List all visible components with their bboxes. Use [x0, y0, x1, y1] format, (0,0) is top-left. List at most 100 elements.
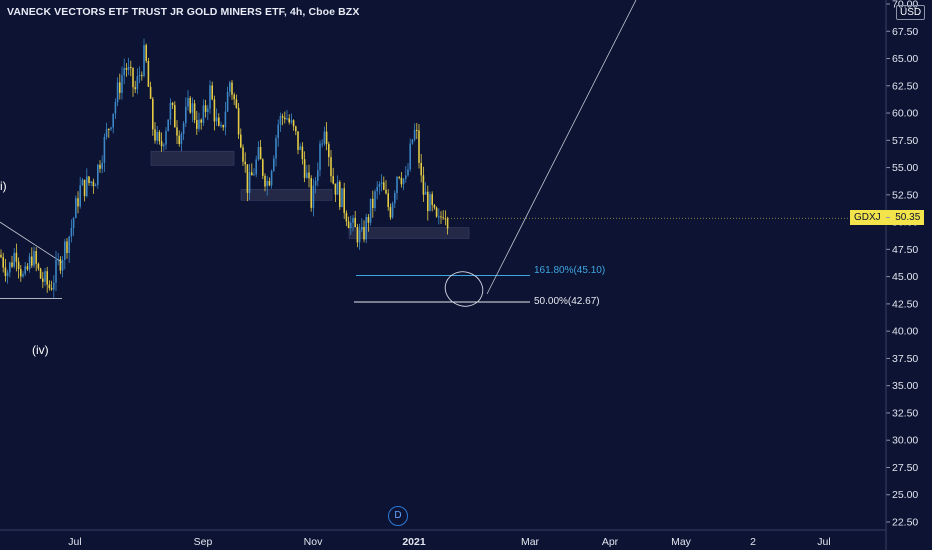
x-tick-label: Jul — [817, 536, 830, 548]
candle-body — [220, 125, 222, 127]
candle-body — [61, 260, 64, 271]
candle-body — [402, 178, 405, 185]
candle-body — [154, 129, 156, 141]
currency-badge[interactable]: USD — [896, 5, 926, 20]
candle-body — [319, 143, 321, 171]
y-tick-label: 30.00 — [892, 435, 918, 447]
candle-body — [372, 198, 374, 209]
candle-body — [6, 272, 9, 276]
candle-body — [422, 175, 425, 195]
candle-body — [149, 86, 152, 99]
candle-body — [310, 178, 312, 208]
candle-body — [257, 146, 260, 160]
candle-body — [165, 131, 167, 145]
candle-body — [332, 176, 334, 184]
candle-body — [343, 188, 345, 213]
candle-body — [75, 198, 77, 219]
candle-body — [277, 124, 279, 139]
candle-body — [207, 108, 209, 112]
y-tick-label: 42.50 — [892, 298, 918, 310]
candle-body — [325, 131, 328, 145]
candle-body — [312, 185, 315, 208]
x-tick-label: 2021 — [402, 536, 426, 548]
candle-body — [53, 282, 55, 290]
candle-body — [297, 131, 299, 150]
candle-body — [367, 217, 370, 223]
candle-body — [365, 217, 367, 240]
candle-body — [288, 118, 290, 123]
x-tick-label: Jul — [68, 536, 81, 548]
candle-body — [189, 97, 191, 113]
candle-body — [24, 266, 26, 274]
candle-body — [442, 217, 444, 219]
candle-body — [409, 143, 411, 170]
candle-body — [163, 144, 165, 147]
candle-body — [334, 183, 337, 195]
candle-body — [28, 256, 31, 270]
candle-body — [431, 194, 433, 205]
candle-body — [116, 82, 119, 103]
candle-body — [440, 216, 442, 218]
candle-body — [290, 120, 293, 123]
candle-body — [251, 172, 253, 176]
candle-body — [301, 146, 304, 160]
candle-body — [119, 82, 121, 93]
candle-body — [413, 129, 416, 140]
price-tick-mark — [886, 217, 890, 218]
candle-body — [303, 159, 306, 178]
fib-upper-label[interactable]: 161.80%(45.10) — [534, 265, 606, 276]
candle-body — [244, 161, 246, 165]
candle-body — [416, 129, 418, 131]
candle-body — [229, 82, 231, 92]
dividend-badge[interactable]: D — [388, 506, 408, 526]
candle-body — [202, 105, 205, 123]
candle-body — [387, 193, 389, 208]
candle-body — [383, 182, 385, 190]
candle-body — [389, 207, 392, 218]
candle-body — [378, 184, 381, 187]
chart-title: VANECK VECTORS ETF TRUST JR GOLD MINERS … — [7, 6, 360, 18]
candle-body — [233, 94, 235, 100]
candle-body — [22, 273, 24, 277]
candle-body — [125, 68, 128, 70]
fib-lower-label[interactable]: 50.00%(42.67) — [534, 296, 600, 307]
y-tick-label: 37.50 — [892, 353, 918, 365]
candle-body — [0, 254, 2, 258]
candle-body — [101, 162, 103, 169]
candle-body — [13, 252, 15, 267]
candle-body — [215, 117, 218, 122]
candle-body — [268, 180, 271, 186]
candle-body — [273, 158, 275, 171]
candle-body — [185, 106, 187, 124]
x-tick-label: Sep — [194, 536, 213, 548]
candle-body — [33, 251, 35, 266]
candle-body — [211, 85, 213, 100]
candle-body — [259, 146, 262, 160]
projection-line — [486, 0, 637, 295]
candle-body — [424, 191, 427, 195]
candle-body — [77, 198, 79, 207]
candle-body — [134, 87, 136, 90]
candle-body — [15, 252, 18, 262]
candle-body — [4, 267, 7, 276]
candle-body — [369, 198, 372, 223]
y-tick-label: 22.50 — [892, 517, 918, 529]
candle-body — [224, 111, 227, 128]
candle-body — [42, 278, 44, 282]
candle-body — [11, 262, 13, 267]
candle-body — [427, 191, 429, 211]
x-tick-label: Nov — [304, 536, 323, 548]
candle-body — [64, 241, 66, 261]
last-price-value: 50.35 — [895, 212, 921, 223]
candle-body — [218, 117, 220, 126]
candle-body — [354, 217, 356, 228]
candle-body — [240, 134, 242, 148]
wave-label-i: i) — [0, 179, 7, 193]
candle-body — [55, 259, 57, 283]
candle-body — [275, 138, 277, 159]
candle-body — [72, 218, 75, 228]
candle-body — [209, 85, 211, 109]
y-tick-label: 40.00 — [892, 326, 918, 338]
